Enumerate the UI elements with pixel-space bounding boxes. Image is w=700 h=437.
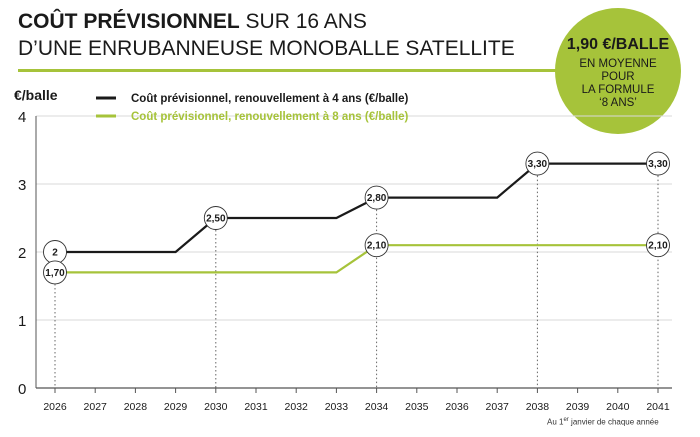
y-tick-label: 0 [18, 381, 26, 398]
badge-caption-line: EN MOYENNE [579, 58, 657, 70]
title-underline [18, 69, 578, 72]
x-tick-label: 2040 [606, 401, 630, 413]
data-label-circle [364, 185, 389, 210]
series-line [55, 162, 658, 254]
data-label: 3,30 [648, 159, 668, 170]
average-badge: 1,90 €/BALLE EN MOYENNE POUR LA FORMULE … [555, 8, 681, 134]
chart-title: COÛT PRÉVISIONNEL SUR 16 ANS [18, 10, 367, 34]
y-tick-label: 3 [18, 177, 26, 194]
footnote-prefix: Au 1 [547, 417, 564, 427]
y-axis-label: €/balle [14, 87, 58, 103]
x-tick-label: 2033 [325, 401, 349, 413]
badge-caption-line: LA FORMULE [581, 84, 655, 96]
data-label: 3,30 [528, 159, 548, 170]
chart-title-bold: COÛT PRÉVISIONNEL [18, 10, 240, 33]
x-tick-label: 2041 [646, 401, 670, 413]
x-tick-label: 2026 [43, 401, 67, 413]
x-tick-label: 2028 [124, 401, 148, 413]
badge-caption: EN MOYENNE POUR LA FORMULE ‘8 ANS’ [555, 58, 681, 110]
data-label: 2,50 [206, 214, 226, 225]
data-label-circle [364, 233, 389, 258]
footnote: Au 1er janvier de chaque année [547, 417, 659, 427]
data-label-circle [43, 260, 67, 285]
footnote-suffix: janvier de chaque année [568, 417, 659, 427]
data-label-circle [646, 233, 670, 258]
y-tick-label: 2 [18, 245, 26, 262]
badge-value: 1,90 €/BALLE [566, 36, 670, 53]
chart-subtitle: D’UNE ENRUBANNEUSE MONOBALLE SATELLITE [18, 37, 515, 60]
legend-entry: Coût prévisionnel, renouvellement à 4 an… [131, 93, 409, 105]
x-tick-label: 2037 [486, 401, 510, 413]
series-line [55, 244, 658, 274]
x-tick-label: 2034 [365, 401, 389, 413]
x-tick-label: 2036 [445, 401, 469, 413]
data-label: 1,70 [45, 268, 65, 279]
legend-entry: Coût prévisionnel, renouvellement à 8 an… [131, 111, 409, 123]
x-tick-label: 2039 [566, 401, 590, 413]
x-tick-label: 2031 [244, 401, 268, 413]
x-tick-label: 2038 [526, 401, 550, 413]
data-label-circle [646, 151, 670, 176]
data-label-circle [203, 206, 228, 230]
x-tick-label: 2027 [84, 401, 108, 413]
data-label: 2 [52, 248, 58, 259]
x-tick-label: 2032 [285, 401, 309, 413]
data-label-circle [525, 151, 550, 176]
x-tick-label: 2035 [405, 401, 429, 413]
y-tick-label: 1 [18, 313, 26, 330]
chart-title-rest: SUR 16 ANS [239, 10, 367, 33]
x-tick-label: 2029 [164, 401, 188, 413]
data-label: 2,80 [367, 193, 387, 204]
badge-caption-line: ‘8 ANS’ [599, 97, 637, 109]
data-label: 2,10 [648, 241, 668, 252]
x-tick-label: 2030 [204, 401, 228, 413]
badge-caption-line: POUR [601, 71, 635, 83]
y-tick-label: 4 [18, 109, 26, 126]
footnote-sup: er [563, 417, 569, 423]
data-label: 2,10 [367, 241, 387, 252]
